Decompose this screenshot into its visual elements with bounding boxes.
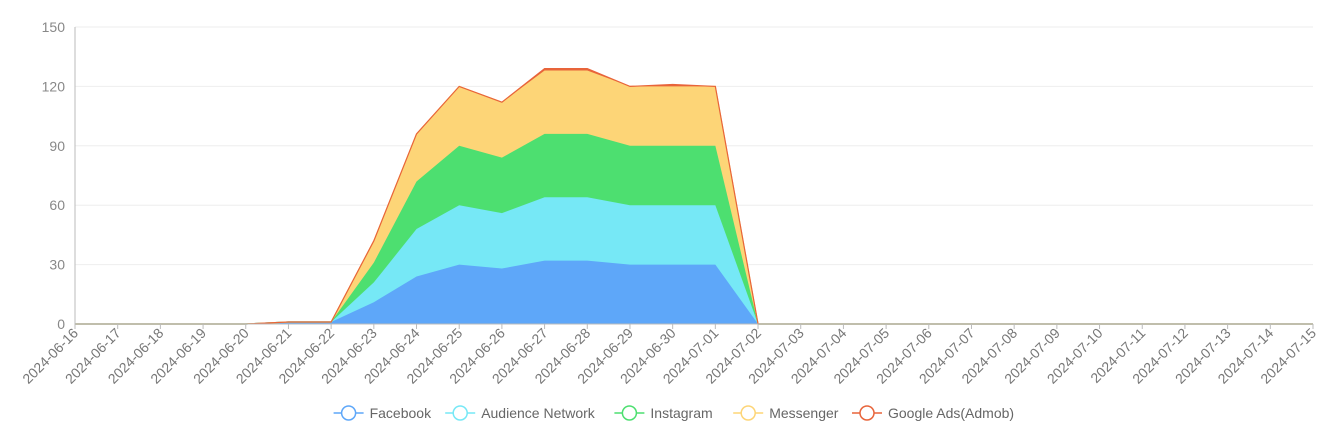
legend-marker-circle [859,405,875,421]
legend-label: Messenger [769,405,839,421]
y-tick-label: 30 [49,257,65,273]
y-tick-label: 150 [42,19,66,35]
series-area-instagram [75,133,1313,324]
legend-item-audience-network[interactable]: Audience Network [445,405,596,421]
legend-label: Audience Network [481,405,596,421]
legend-label: Facebook [370,405,432,421]
legend-item-google-ads-admob[interactable]: Google Ads(Admob) [852,405,1014,421]
legend-marker-circle [340,405,357,421]
legend-marker-circle [452,405,468,421]
series-area-facebook [75,260,1313,324]
series-areas [75,67,1313,325]
series-area-audience-network [75,197,1313,324]
legend-item-facebook[interactable]: Facebook [333,405,432,421]
legend-marker-circle [621,405,638,421]
legend-label: Instagram [650,405,712,421]
legend[interactable]: Facebook Audience Network Instagram Messeng… [333,405,1014,421]
y-tick-label: 60 [49,197,65,213]
y-tick-label: 0 [57,316,65,332]
y-tick-label: 120 [42,78,66,94]
y-tick-label: 90 [49,138,65,154]
legend-item-messenger[interactable]: Messenger [733,405,839,421]
legend-marker-circle [740,405,756,421]
legend-label: Google Ads(Admob) [888,405,1014,421]
series-area-messenger [75,70,1313,324]
legend-item-instagram[interactable]: Instagram [614,405,713,421]
